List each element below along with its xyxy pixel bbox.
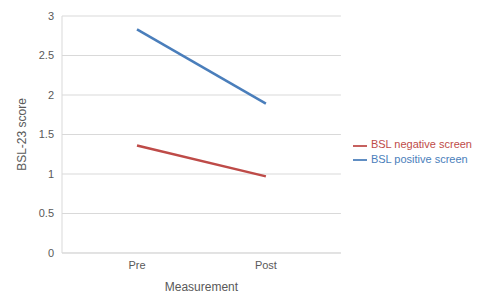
svg-text:BSL-23 score: BSL-23 score (15, 98, 29, 171)
svg-text:Measurement: Measurement (165, 280, 239, 294)
svg-text:0: 0 (48, 247, 54, 259)
svg-text:1: 1 (48, 168, 54, 180)
svg-text:1.5: 1.5 (39, 128, 54, 140)
svg-text:2.5: 2.5 (39, 49, 54, 61)
svg-text:2: 2 (48, 89, 54, 101)
html-text:BSL negative screen: BSL negative screen (370, 138, 472, 151)
svg-text:3: 3 (48, 10, 54, 22)
html-text:BSL positive screen: BSL positive screen (370, 152, 468, 165)
svg-text:Post: Post (255, 259, 277, 271)
svg-text:0.5: 0.5 (39, 207, 54, 219)
svg-text:Pre: Pre (128, 259, 145, 271)
